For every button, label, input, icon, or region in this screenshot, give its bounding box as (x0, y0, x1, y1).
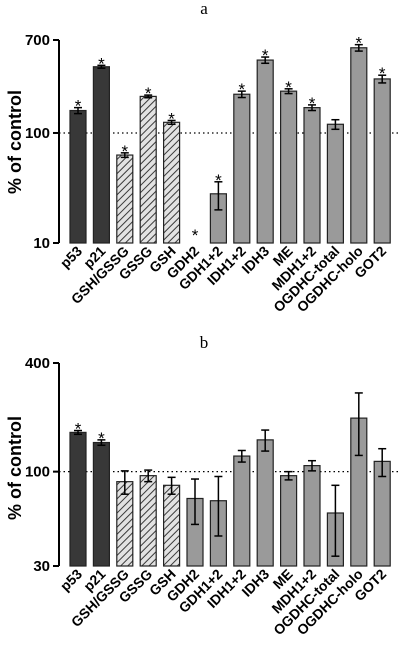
panel-a-ytick-label: 100 (25, 125, 50, 142)
panel-a-bar (139, 95, 157, 244)
panel-b-bar (69, 431, 87, 567)
panel-a-ytick-label: 700 (25, 32, 50, 49)
panel-a-significance-star: * (355, 34, 362, 53)
panel-a-ylabel: % of control (5, 90, 25, 194)
panel-b-bar (92, 441, 111, 567)
panel-b-letter: b (200, 333, 209, 352)
panel-a-category-label: IDH3 (238, 243, 272, 277)
panel-a-ytick-label: 10 (33, 235, 50, 252)
panel-a-bar (69, 109, 87, 244)
panel-b-bar (233, 455, 251, 567)
panel-b-bar (256, 439, 274, 567)
panel-b-chart: 30100400*p53*p21GSH/GSSGGSSGGSHGDH2GDH1+… (25, 355, 400, 638)
panel-a-letter: a (200, 0, 208, 18)
panel-b-significance-star: * (98, 429, 105, 448)
panel-b-bar (163, 484, 181, 567)
panel-a-bar (256, 59, 274, 244)
panel-a-bar (233, 93, 251, 244)
panel-b-ytick-label: 100 (25, 464, 50, 481)
panel-a-significance-star: * (262, 46, 269, 65)
panel-b-bar (280, 475, 298, 567)
panel-a-significance-star: * (168, 109, 175, 128)
panel-a-significance-star: * (75, 97, 82, 116)
panel-a-significance-star: * (379, 64, 386, 83)
panel-b-bar (139, 475, 157, 567)
panel-a-bar (350, 47, 368, 244)
panel-b-ytick-label: 400 (25, 355, 50, 372)
panel-a-significance-star: * (309, 94, 316, 113)
panel-a-bar (116, 154, 134, 244)
panel-a-bar (373, 78, 391, 244)
panel-a-bar (92, 66, 111, 244)
panel-a-chart: 10100700*p53*p21*GSH/GSSG*GSSG*GSH*GDH2*… (25, 32, 400, 315)
panel-a-significance-star: * (215, 171, 222, 190)
panel-a-significance-star: * (121, 142, 128, 161)
panel-b-significance-star: * (75, 420, 82, 439)
panel-a-bar (326, 123, 344, 244)
panel-a-category-label: p53 (57, 243, 86, 272)
panel-b-ytick-label: 30 (33, 558, 50, 575)
panel-b-category-label: p53 (57, 566, 86, 595)
panel-a-bar (163, 121, 181, 244)
panel-a-significance-star: * (285, 78, 292, 97)
panel-a-significance-star: * (238, 80, 245, 99)
panel-a-significance-star: * (145, 84, 152, 103)
panel-b-bar (303, 465, 321, 567)
panel-a-significance-star: * (98, 54, 105, 73)
panel-a-bar (303, 107, 321, 244)
panel-a-significance-star: * (192, 226, 199, 245)
panel-a-bar (280, 90, 298, 244)
panel-b-ylabel: % of control (5, 416, 25, 520)
panel-b-category-label: IDH3 (238, 566, 272, 600)
